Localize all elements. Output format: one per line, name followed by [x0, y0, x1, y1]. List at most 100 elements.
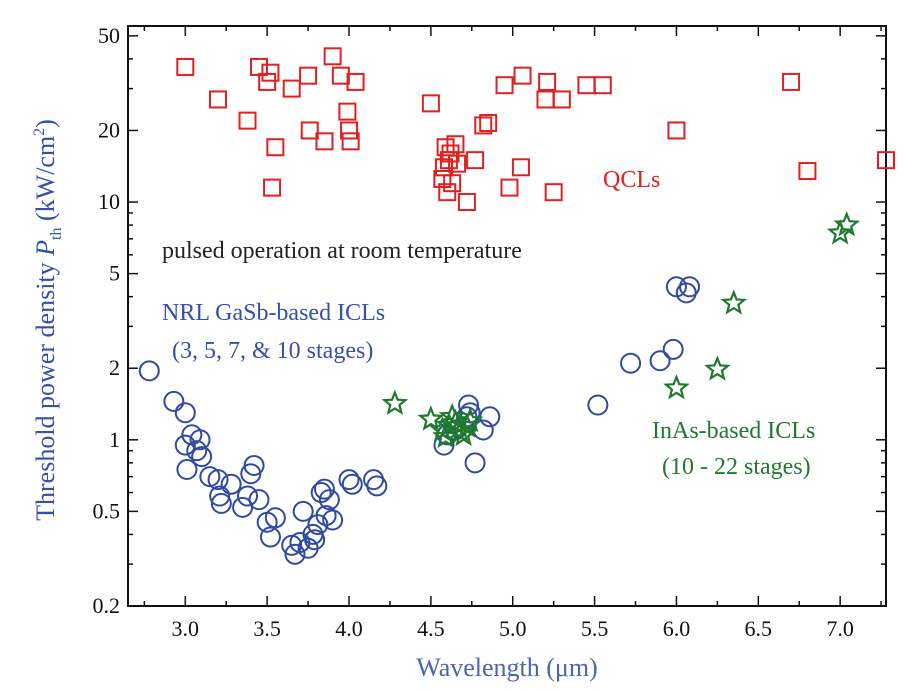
nrl-icl-point	[176, 459, 198, 481]
qcl-point	[338, 102, 357, 121]
nrl-label-line1: NRL GaSb-based ICLs	[162, 300, 385, 326]
inas-icl-point	[663, 374, 690, 400]
y-axis-title-subscript: th	[48, 228, 65, 240]
nrl-icl-point	[174, 402, 196, 424]
nrl-icl-point	[464, 452, 486, 474]
qcl-point	[577, 76, 596, 95]
qcl-point	[479, 113, 498, 132]
qcl-point	[346, 72, 365, 91]
x-tick-labels: 3.0 3.5 4.0 4.5 5.0 5.5 6.0 6.5 7.0	[172, 616, 854, 641]
x-tick-label: 4.5	[417, 616, 445, 641]
nrl-icl-point	[138, 360, 160, 382]
plot-frame	[127, 25, 887, 607]
qcl-point	[433, 169, 452, 188]
nrl-icl-point	[313, 478, 335, 500]
qcl-point	[300, 121, 319, 140]
y-tick-label: 5	[109, 261, 120, 286]
nrl-icl-point	[366, 475, 388, 497]
x-tick-label: 6.5	[745, 616, 773, 641]
qcl-point	[209, 90, 228, 109]
qcl-point	[341, 132, 360, 151]
inas-icl-point	[447, 417, 474, 444]
qcl-point	[474, 116, 493, 135]
y-tick-label: 2	[109, 355, 120, 380]
qcl-point	[446, 135, 465, 154]
nrl-icl-point	[186, 440, 208, 462]
inas-icl-point	[833, 211, 861, 237]
nrl-icl-point	[284, 543, 306, 565]
qcl-point	[538, 72, 557, 91]
qcl-point	[261, 63, 280, 82]
qcl-point	[323, 47, 342, 66]
nrl-icl-point	[341, 473, 363, 495]
inas-icl-point	[417, 405, 445, 431]
qcl-point	[176, 57, 195, 76]
inas-icl-point	[438, 402, 466, 429]
y-tick-label: 50	[98, 23, 120, 48]
qcl-point	[552, 90, 571, 109]
qcl-point	[500, 178, 519, 197]
qcl-point	[466, 151, 485, 170]
y-tick-label: 0.5	[93, 498, 121, 523]
nrl-icl-point	[174, 434, 196, 456]
qcl-point	[258, 72, 277, 91]
qcl-point	[331, 66, 350, 85]
nrl-icl-point	[338, 469, 360, 491]
qcl-point	[436, 138, 455, 157]
qcl-point	[421, 94, 440, 113]
inas-icl-point	[456, 406, 484, 433]
axis-ticks	[128, 26, 886, 607]
data-points	[138, 47, 895, 565]
qcl-point	[511, 158, 530, 177]
qcl-point	[457, 193, 476, 212]
qcl-point	[282, 79, 301, 98]
nrl-icl-point	[318, 489, 340, 511]
qcl-point	[667, 121, 686, 140]
qcl-point	[249, 57, 268, 76]
nrl-icl-point	[248, 489, 270, 511]
x-tick-label: 5.0	[499, 616, 527, 641]
nrl-icl-point	[210, 492, 232, 514]
nrl-icl-point	[649, 350, 671, 372]
y-axis-title-symbol: P	[31, 240, 60, 257]
y-axis-title-unit: (kW/cm	[31, 136, 60, 228]
nrl-icl-point	[620, 352, 642, 374]
qcl-label: QCLs	[603, 167, 660, 193]
nrl-icl-point	[315, 505, 337, 527]
qcl-point	[266, 138, 285, 157]
qcl-point	[448, 154, 467, 173]
nrl-icl-point	[292, 500, 314, 522]
x-tick-label: 4.0	[335, 616, 363, 641]
qcl-point	[544, 183, 563, 202]
inas-icl-point	[704, 355, 731, 381]
qcl-point	[238, 111, 257, 130]
nrl-icl-point	[237, 485, 259, 507]
nrl-icl-point	[207, 469, 229, 491]
qcl-point	[513, 66, 532, 85]
y-tick-labels: 0.2 0.5 1 2 5 10 20 50	[93, 23, 121, 618]
qcl-point	[495, 76, 514, 95]
qcl-point	[536, 90, 555, 109]
nrl-icl-point	[243, 454, 265, 476]
nrl-icl-point	[587, 394, 609, 416]
nrl-icl-point	[191, 446, 213, 468]
x-tick-label: 3.5	[253, 616, 281, 641]
y-tick-label: 1	[109, 427, 120, 452]
x-tick-label: 5.5	[581, 616, 609, 641]
y-axis-title-unit-sup: 2	[31, 128, 48, 136]
qcl-point	[315, 132, 334, 151]
nrl-icl-point	[189, 429, 211, 451]
qcl-point	[340, 121, 359, 140]
nrl-icl-point	[209, 485, 231, 507]
nrl-label-line2: (3, 5, 7, & 10 stages)	[172, 338, 373, 364]
y-axis-title: Threshold power density Pth (kW/cm2)	[31, 119, 65, 521]
inas-label-line2: (10 - 22 stages)	[662, 454, 811, 480]
qcl-point	[441, 144, 460, 163]
x-tick-label: 6.0	[663, 616, 691, 641]
qcl-point	[443, 174, 462, 193]
x-tick-label: 7.0	[826, 616, 854, 641]
y-tick-label: 0.2	[93, 593, 121, 618]
y-axis-title-main: Threshold power density	[31, 256, 60, 521]
inas-label-line1: InAs-based ICLs	[652, 418, 815, 444]
